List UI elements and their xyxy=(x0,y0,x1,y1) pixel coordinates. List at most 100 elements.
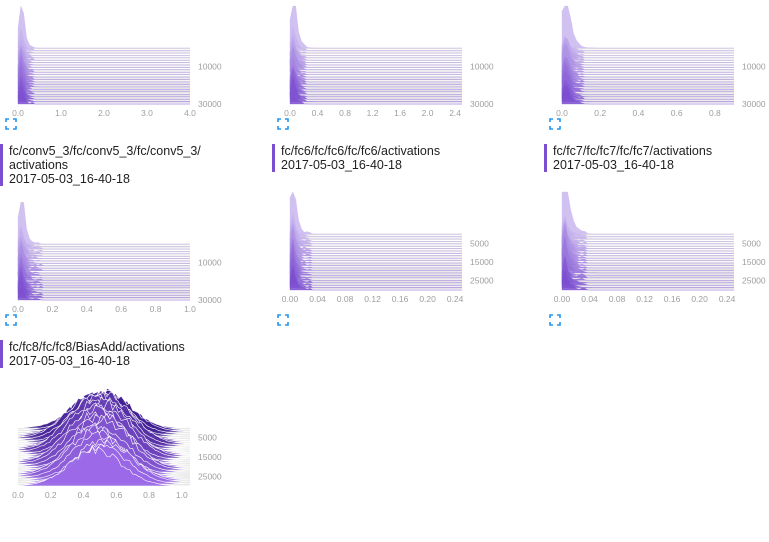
histogram-ridge xyxy=(17,260,191,279)
histogram-row-band xyxy=(290,83,462,85)
fullscreen-expand-icon[interactable] xyxy=(5,314,17,326)
fullscreen-expand-icon[interactable] xyxy=(277,118,289,130)
histogram-card: 0.00 0.04 0.08 0.12 0.16 0.20 0.24 5000 15000 250… xyxy=(272,186,512,346)
histogram-ridge xyxy=(561,65,735,83)
histogram-row-band xyxy=(18,97,190,99)
histogram-ridge xyxy=(17,236,191,252)
histogram-ridge xyxy=(289,69,463,95)
x-tick-label: 1.0 xyxy=(176,490,188,500)
histogram-row-band xyxy=(562,83,734,85)
histogram-ridge xyxy=(561,43,735,56)
histogram-ridge xyxy=(289,225,463,247)
histogram-ridge xyxy=(17,74,191,92)
histogram-row-band xyxy=(18,265,190,267)
histogram-ridge xyxy=(289,66,463,83)
histogram-row-band xyxy=(18,78,190,80)
histogram-card: 0.0 0.4 0.8 1.2 1.6 2.0 2.4 10000 30000 xyxy=(272,0,512,160)
histogram-row-band xyxy=(562,243,734,245)
histogram-ridge xyxy=(289,76,463,102)
histogram-ridge xyxy=(17,254,191,269)
histogram-ridge xyxy=(561,59,735,80)
histogram-row-band xyxy=(18,281,190,283)
histogram-row-band xyxy=(562,92,734,94)
histogram-ridge xyxy=(289,225,463,252)
histogram-row-band xyxy=(18,50,190,52)
histogram-ridge xyxy=(289,78,463,100)
x-tick-label: 2.4 xyxy=(449,108,461,118)
histogram-ridge xyxy=(561,229,735,242)
histogram-ridge xyxy=(561,271,735,281)
x-tick-label: 0.4 xyxy=(78,490,90,500)
histogram-ridge xyxy=(17,76,191,90)
run-name: 2017-05-03_16-40-18 xyxy=(281,158,402,172)
y-tick-label: 30000 xyxy=(470,99,494,109)
histogram-ridge xyxy=(17,236,191,257)
histogram-row-band xyxy=(562,278,734,280)
histogram-row-band xyxy=(290,259,462,261)
histogram-ridge xyxy=(17,235,191,247)
histogram-row-band xyxy=(562,94,734,96)
histogram-row-band xyxy=(562,80,734,82)
fullscreen-expand-icon[interactable] xyxy=(5,118,17,130)
histogram-ridge xyxy=(289,46,463,54)
x-tick-label: 0.0 xyxy=(556,108,568,118)
histogram-ridge xyxy=(561,43,735,68)
histogram-ridge xyxy=(561,223,735,252)
y-tick-label: 25000 xyxy=(742,276,766,286)
histogram-row-band xyxy=(18,73,190,75)
fullscreen-expand-icon[interactable] xyxy=(549,118,561,130)
y-tick-label: 15000 xyxy=(198,452,222,462)
histogram-row-band xyxy=(562,97,734,99)
fullscreen-expand-icon[interactable] xyxy=(277,314,289,326)
histogram-row-band xyxy=(290,271,462,273)
histogram-ridge xyxy=(17,277,191,298)
histogram-row-band xyxy=(290,73,462,75)
histogram-row-band xyxy=(18,262,190,264)
histogram-ridge xyxy=(561,228,735,259)
x-tick-label: 3.0 xyxy=(141,108,153,118)
histogram-row-band xyxy=(290,52,462,54)
x-tick-label: 4.0 xyxy=(184,108,196,118)
histogram-row-band xyxy=(290,48,462,50)
histogram-ridge xyxy=(289,212,463,237)
histogram-chart: 0.0 1.0 2.0 3.0 4.0 10000 30000 xyxy=(12,5,222,118)
histogram-row-band xyxy=(562,262,734,264)
histogram-row-band xyxy=(562,57,734,59)
histogram-ridge xyxy=(561,62,735,88)
histogram-row-band xyxy=(18,295,190,297)
histogram-row-band xyxy=(290,85,462,87)
histogram-row-band xyxy=(290,94,462,96)
histogram-ridge xyxy=(289,42,463,58)
histogram-ridge xyxy=(17,267,191,291)
histogram-row-band xyxy=(18,253,190,255)
x-tick-label: 0.6 xyxy=(110,490,122,500)
histogram-row-band xyxy=(18,276,190,278)
y-tick-label: 5000 xyxy=(742,238,761,248)
histogram-row-band xyxy=(562,66,734,68)
histogram-row-band xyxy=(562,283,734,285)
histogram-chart: 0.0 0.2 0.4 0.6 0.8 10000 30000 xyxy=(556,5,766,118)
histogram-row-band xyxy=(18,57,190,59)
fullscreen-expand-icon[interactable] xyxy=(549,314,561,326)
histogram-ridge xyxy=(289,238,463,264)
histogram-ridge xyxy=(561,52,735,63)
histogram-row-band xyxy=(290,276,462,278)
histogram-row-band xyxy=(18,246,190,248)
histogram-ridge xyxy=(561,221,735,249)
histogram-ridge xyxy=(17,226,191,250)
x-tick-label: 0.00 xyxy=(282,294,299,304)
histogram-row-band xyxy=(290,80,462,82)
histogram-ridge xyxy=(289,248,463,261)
histogram-ridge xyxy=(17,275,191,284)
histogram-chart: 0.00 0.04 0.08 0.12 0.16 0.20 0.24 5000 15000 250… xyxy=(282,191,494,304)
x-tick-label: 0.16 xyxy=(392,294,409,304)
histogram-row-band xyxy=(290,99,462,101)
y-tick-label: 10000 xyxy=(198,258,222,268)
x-tick-label: 0.20 xyxy=(691,294,708,304)
histogram-ridge xyxy=(561,84,735,100)
histogram-chart: 0.0 0.2 0.4 0.6 0.8 1.0 10000 30000 xyxy=(12,201,222,314)
histogram-row-band xyxy=(290,55,462,57)
histogram-ridge xyxy=(561,5,734,49)
histogram-row-band xyxy=(18,283,190,285)
y-tick-label: 10000 xyxy=(742,62,766,72)
